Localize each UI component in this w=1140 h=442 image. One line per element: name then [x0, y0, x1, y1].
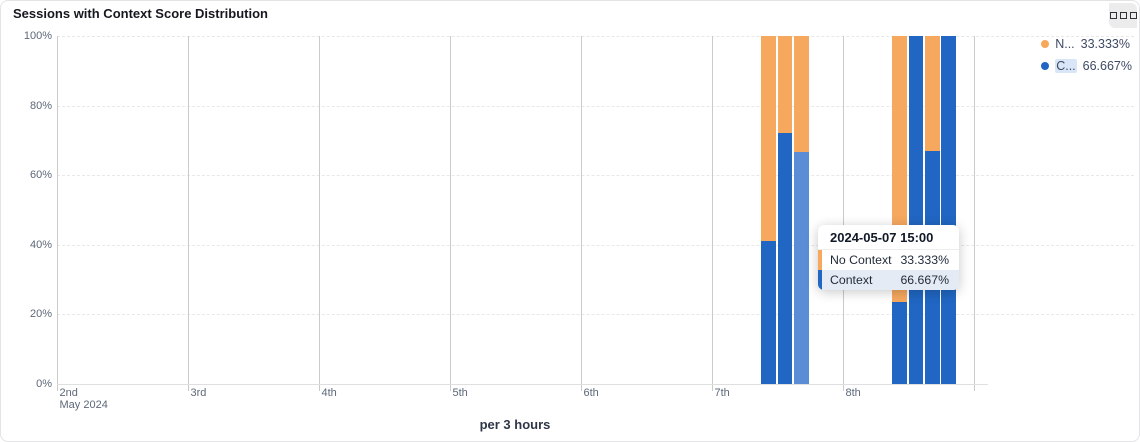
tooltip-color-chip [818, 270, 822, 290]
x-axis-title: per 3 hours [479, 417, 551, 432]
tooltip: 2024-05-07 15:00 No Context 33.333% Cont… [818, 225, 959, 290]
x-axis-month-label: May 2024 [59, 399, 108, 411]
x-axis-label: 6th [583, 387, 599, 399]
gridline-horizontal [56, 175, 1134, 177]
x-axis-label: 5th [452, 387, 468, 399]
legend-dot-context [1041, 62, 1050, 70]
bar-segment-context[interactable] [908, 36, 924, 384]
legend-label: N... [1055, 37, 1075, 51]
legend-label: C... [1055, 59, 1077, 73]
squares-icon [1109, 12, 1117, 19]
bar-segment-no-context[interactable] [777, 36, 793, 134]
gridline-vertical [56, 36, 58, 391]
x-axis-label: 4th [321, 387, 337, 399]
y-axis-label: 100% [23, 30, 52, 42]
bar-segment-context[interactable] [892, 302, 907, 384]
x-axis-label: 7th [714, 387, 730, 399]
tooltip-row-context: Context 66.667% [818, 270, 959, 290]
gridline-vertical [318, 36, 320, 391]
bar-segment-no-context[interactable] [761, 36, 776, 242]
bar-segment-no-context[interactable] [924, 36, 940, 151]
tooltip-row-no-context: No Context 33.333% [818, 250, 959, 270]
y-axis-label: 60% [29, 169, 52, 182]
gridline-vertical [187, 36, 189, 391]
chart-title: Sessions with Context Score Distribution [13, 6, 268, 21]
gridline-vertical [580, 36, 582, 391]
y-axis-label: 80% [29, 99, 52, 112]
gridline-vertical [973, 36, 975, 391]
tooltip-label: No Context [830, 253, 892, 267]
tooltip-color-chip [818, 250, 822, 270]
squares-icon [1129, 12, 1137, 19]
legend-value: 33.333% [1080, 37, 1130, 51]
tooltip-value: 66.667% [900, 273, 949, 287]
bar-segment-no-context[interactable] [793, 36, 809, 152]
bar-segment-context[interactable] [793, 151, 809, 384]
y-axis-label: 0% [36, 378, 52, 390]
bar-segment-context[interactable] [761, 241, 776, 384]
bar-segment-context[interactable] [777, 133, 793, 384]
legend-item-no-context[interactable]: N... 33.333% [1041, 37, 1132, 51]
gridline-horizontal [56, 314, 1134, 316]
gridline-horizontal [56, 105, 1134, 107]
y-axis-label: 40% [29, 238, 52, 251]
tooltip-title: 2024-05-07 15:00 [818, 225, 959, 250]
x-axis-label: 8th [845, 387, 861, 399]
gridline-vertical [842, 36, 844, 391]
legend-item-context[interactable]: C... 66.667% [1041, 59, 1132, 73]
tooltip-value: 33.333% [900, 253, 949, 267]
x-axis-label: 2nd [59, 387, 78, 399]
gridline-vertical [711, 36, 713, 391]
gridline-horizontal [56, 244, 1134, 246]
gridline-horizontal [56, 36, 1134, 37]
legend: N... 33.333% C... 66.667% [1041, 37, 1132, 73]
y-axis-label: 20% [29, 308, 52, 321]
squares-icon [1119, 12, 1127, 19]
tooltip-label: Context [830, 273, 873, 287]
legend-value: 66.667% [1082, 59, 1132, 73]
bar-segment-context[interactable] [941, 36, 956, 384]
more-options-button[interactable] [1109, 3, 1137, 28]
gridline-vertical [449, 36, 451, 391]
legend-dot-no-context [1041, 40, 1050, 48]
x-axis-label: 3rd [190, 387, 207, 399]
x-axis-line [56, 384, 988, 385]
